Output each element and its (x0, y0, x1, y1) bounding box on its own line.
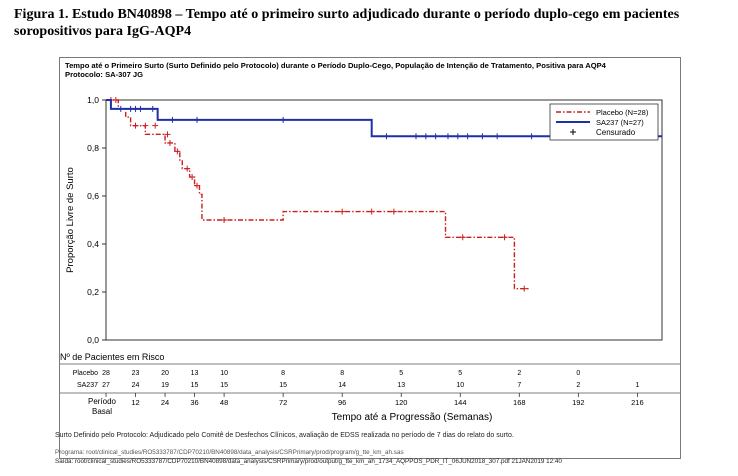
censor-mark (174, 148, 181, 155)
risk-value: 13 (397, 382, 405, 389)
chart-title-line2: Protocolo: SA-307 JG (65, 70, 144, 79)
x-tick-label: 144 (454, 398, 467, 407)
program-line: Programa: root/clinical_studies/RO533378… (55, 449, 404, 456)
censor-mark (112, 97, 119, 103)
censor-mark (383, 133, 390, 140)
risk-value: 28 (102, 370, 110, 377)
x-tick-label: 24 (161, 398, 169, 407)
x-axis-label: Tempo até a Progressão (Semanas) (332, 412, 493, 423)
y-tick-label: 0,2 (87, 287, 99, 297)
legend-label: Placebo (N=28) (596, 108, 649, 117)
censor-mark (184, 165, 191, 172)
censor-mark (142, 122, 149, 129)
censor-mark (152, 122, 159, 129)
x-tick-label: 48 (220, 398, 228, 407)
censor-mark (501, 234, 508, 241)
censor-mark (137, 105, 144, 112)
censor-mark (464, 133, 471, 140)
series-line-sa237 (106, 99, 662, 138)
censor-mark (432, 133, 439, 140)
risk-value: 14 (338, 382, 346, 389)
risk-value: 8 (340, 370, 344, 377)
y-tick-label: 0,0 (87, 335, 99, 345)
series-line-placebo (106, 99, 530, 290)
risk-value: 5 (399, 370, 403, 377)
risk-value: 7 (517, 382, 521, 389)
censor-mark (132, 122, 139, 129)
x-tick-label: 192 (572, 398, 585, 407)
x-tick-label: Período (88, 397, 117, 406)
x-tick-label: 72 (279, 398, 287, 407)
censor-mark (166, 139, 173, 146)
legend-label: SA237 (N=27) (596, 118, 644, 127)
censor-mark (164, 131, 171, 138)
risk-value: 8 (281, 370, 285, 377)
censor-mark (454, 133, 461, 140)
censor-mark (479, 133, 486, 140)
censor-mark (494, 133, 501, 140)
x-tick-label: 36 (190, 398, 198, 407)
risk-value: 2 (517, 370, 521, 377)
censor-mark (459, 234, 466, 241)
censor-mark (194, 116, 201, 123)
censor-mark (412, 133, 419, 140)
censor-mark (390, 208, 397, 215)
censor-mark (189, 174, 196, 181)
output-line: Saída: root/clinical_studies/RO5333787/C… (55, 458, 562, 465)
km-chart: 0,0 0,2 0,4 0,6 0,8 1,0 Proporção Livre de Sur… (60, 95, 680, 423)
censor-mark (368, 208, 375, 215)
legend-censor-label: Censurado (596, 128, 636, 137)
censor-mark (194, 182, 201, 189)
censor-mark (528, 133, 535, 140)
censor-mark (521, 285, 528, 292)
x-tick-label: 216 (631, 398, 644, 407)
censor-mark (422, 133, 429, 140)
chart-title: Tempo até o Primeiro Surto (Surto Defini… (65, 61, 675, 79)
legend-censor-mark (570, 129, 576, 135)
x-tick-label: 12 (131, 398, 139, 407)
risk-value: 2 (576, 382, 580, 389)
risk-value: 10 (220, 370, 228, 377)
censor-mark (339, 208, 346, 215)
risk-value: 1 (635, 382, 639, 389)
censor-mark (149, 105, 156, 112)
censor-mark (280, 116, 287, 123)
risk-value: 15 (191, 382, 199, 389)
risk-table-title: Nº de Pacientes em Risco (60, 352, 164, 362)
x-tick-label: Basal (92, 407, 112, 416)
risk-row-label: Placebo (73, 370, 98, 377)
censor-mark (444, 133, 451, 140)
censor-mark (169, 116, 176, 123)
censor-mark (221, 217, 228, 223)
risk-value: 13 (191, 370, 199, 377)
plot-area (105, 99, 663, 341)
risk-value: 24 (132, 382, 140, 389)
y-axis-label: Proporção Livre de Surto (65, 167, 76, 273)
x-tick-label: 168 (513, 398, 526, 407)
x-tick-label: 120 (395, 398, 408, 407)
y-tick-label: 0,4 (87, 239, 99, 249)
chart-frame: Tempo até o Primeiro Surto (Surto Defini… (59, 57, 681, 459)
footnote: Surto Definido pelo Protocolo: Adjudicad… (55, 432, 514, 439)
risk-value: 15 (220, 382, 228, 389)
risk-value: 5 (458, 370, 462, 377)
censor-mark (117, 105, 124, 112)
risk-row-label: SA237 (77, 382, 98, 389)
risk-value: 27 (102, 382, 110, 389)
x-tick-label: 96 (338, 398, 346, 407)
y-tick-label: 0,8 (87, 143, 99, 153)
y-tick-label: 1,0 (87, 95, 99, 105)
risk-value: 19 (161, 382, 169, 389)
risk-value: 15 (279, 382, 287, 389)
risk-value: 10 (456, 382, 464, 389)
risk-value: 0 (576, 370, 580, 377)
chart-title-line1: Tempo até o Primeiro Surto (Surto Defini… (65, 61, 606, 70)
figure-caption: Figura 1. Estudo BN40898 – Tempo até o p… (14, 7, 680, 39)
risk-value: 20 (161, 370, 169, 377)
risk-value: 23 (132, 370, 140, 377)
y-tick-label: 0,6 (87, 191, 99, 201)
